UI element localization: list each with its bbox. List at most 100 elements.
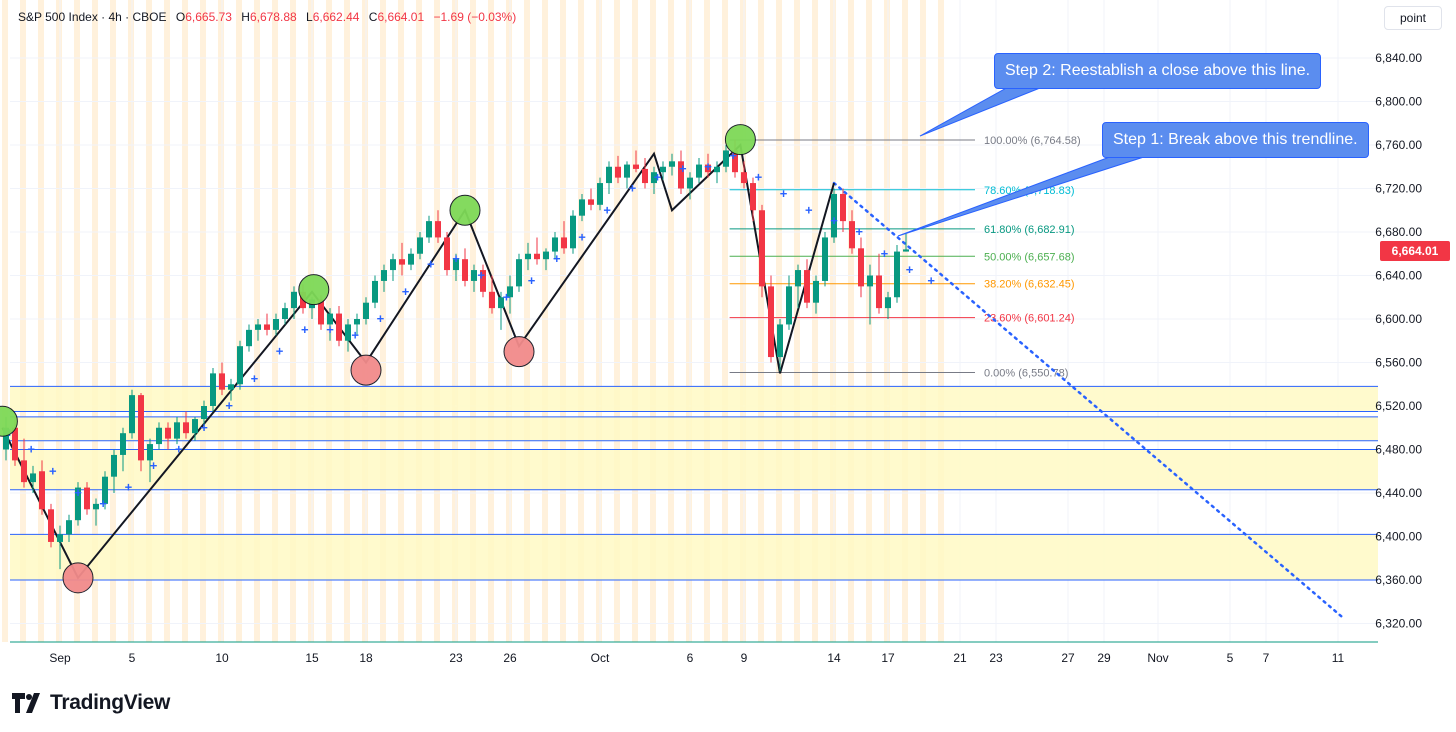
high-value: 6,678.88 xyxy=(249,10,297,24)
peak-circle xyxy=(449,194,481,226)
peak-circle xyxy=(724,124,756,156)
candle-body xyxy=(831,193,837,238)
candle-body xyxy=(876,275,882,309)
session-stripe xyxy=(236,0,242,642)
candle xyxy=(903,233,909,252)
price-chart[interactable]: 100.00% (6,764.58)78.60% (6,718.83)61.80… xyxy=(0,0,1456,672)
unit-button[interactable]: point xyxy=(1384,6,1442,30)
open-value: 6,665.73 xyxy=(185,10,232,24)
candle xyxy=(840,188,846,232)
candle xyxy=(606,161,612,194)
symbol-title[interactable]: S&P 500 Index · 4h · CBOE xyxy=(18,10,167,24)
candle-body xyxy=(381,270,387,281)
candle xyxy=(363,297,369,325)
candle-body xyxy=(165,427,171,439)
candle-body xyxy=(471,270,477,281)
candle xyxy=(201,400,207,428)
price-tick-label: 6,720.00 xyxy=(1375,182,1422,196)
candle xyxy=(147,438,153,483)
session-stripe xyxy=(902,0,908,642)
session-stripe xyxy=(110,0,116,642)
candle-body xyxy=(543,251,549,260)
fib-level-label: 23.60% (6,601.24) xyxy=(984,313,1075,325)
session-stripe xyxy=(218,0,224,642)
tradingview-icon xyxy=(12,693,40,713)
candle xyxy=(615,155,621,184)
candle-body xyxy=(444,237,450,271)
callout-step2[interactable]: Step 2: Reestablish a close above this l… xyxy=(994,53,1322,89)
candle-body xyxy=(273,319,279,330)
candle-body xyxy=(651,172,657,184)
candle xyxy=(849,210,855,254)
supertrend-marker: + xyxy=(49,463,57,478)
candle xyxy=(66,514,72,542)
session-stripe xyxy=(38,0,44,642)
candle xyxy=(228,378,234,401)
price-tick-label: 6,320.00 xyxy=(1375,617,1422,631)
session-stripe xyxy=(362,0,368,642)
low-label: L xyxy=(306,10,313,24)
candle-body xyxy=(777,324,783,358)
callout-step1[interactable]: Step 1: Break above this trendline. xyxy=(1102,122,1369,158)
candle-body xyxy=(624,164,630,178)
session-stripe xyxy=(686,0,692,642)
candle xyxy=(651,166,657,194)
candle xyxy=(291,286,297,319)
candle xyxy=(21,438,27,488)
candle-body xyxy=(426,221,432,238)
supertrend-marker: + xyxy=(99,496,107,511)
candle xyxy=(471,264,477,292)
session-stripe xyxy=(416,0,422,642)
candle-body xyxy=(489,291,495,309)
candle-body xyxy=(750,183,756,211)
time-tick-label: 10 xyxy=(215,651,229,665)
support-zone xyxy=(10,416,1378,441)
session-stripe xyxy=(884,0,890,642)
session-stripe xyxy=(830,0,836,642)
supertrend-marker: + xyxy=(200,420,208,435)
candle xyxy=(102,471,108,510)
candle-body xyxy=(3,427,9,450)
time-tick-label: Nov xyxy=(1147,651,1168,665)
candle-body xyxy=(561,237,567,249)
callout-pointers xyxy=(897,85,1151,237)
supertrend-marker: + xyxy=(654,170,662,185)
candle-body xyxy=(435,221,441,238)
candle xyxy=(399,242,405,276)
candle xyxy=(570,210,576,254)
session-stripe xyxy=(470,0,476,642)
candle-body xyxy=(399,259,405,265)
candle xyxy=(543,248,549,271)
session-stripe xyxy=(254,0,260,642)
candle xyxy=(561,221,567,254)
candle xyxy=(759,204,765,298)
supertrend-marker: + xyxy=(477,268,485,283)
session-stripe xyxy=(560,0,566,642)
chart-area[interactable]: 100.00% (6,764.58)78.60% (6,718.83)61.80… xyxy=(0,0,1456,672)
support-zone xyxy=(10,386,1378,412)
session-stripe xyxy=(128,0,134,642)
candle-body xyxy=(480,270,486,292)
supertrend-marker: + xyxy=(351,327,359,342)
tradingview-logo[interactable]: TradingView xyxy=(12,690,170,716)
supertrend-marker: + xyxy=(150,458,158,473)
candle xyxy=(786,275,792,330)
candle xyxy=(516,253,522,292)
candle xyxy=(705,153,711,178)
trough-circle xyxy=(350,354,382,386)
candle-body xyxy=(498,297,504,309)
candle-body xyxy=(66,520,72,535)
candle xyxy=(111,449,117,493)
close-label: C xyxy=(368,10,378,24)
price-tick-label: 6,800.00 xyxy=(1375,95,1422,109)
candle xyxy=(642,158,648,189)
candle xyxy=(750,177,756,222)
candle-body xyxy=(822,237,828,281)
fib-level-label: 38.20% (6,632.45) xyxy=(984,279,1075,291)
session-stripe xyxy=(722,0,728,642)
candle-body xyxy=(147,444,153,461)
candle-body xyxy=(597,183,603,205)
candle-body xyxy=(363,302,369,319)
candle xyxy=(525,242,531,271)
candle xyxy=(282,302,288,325)
